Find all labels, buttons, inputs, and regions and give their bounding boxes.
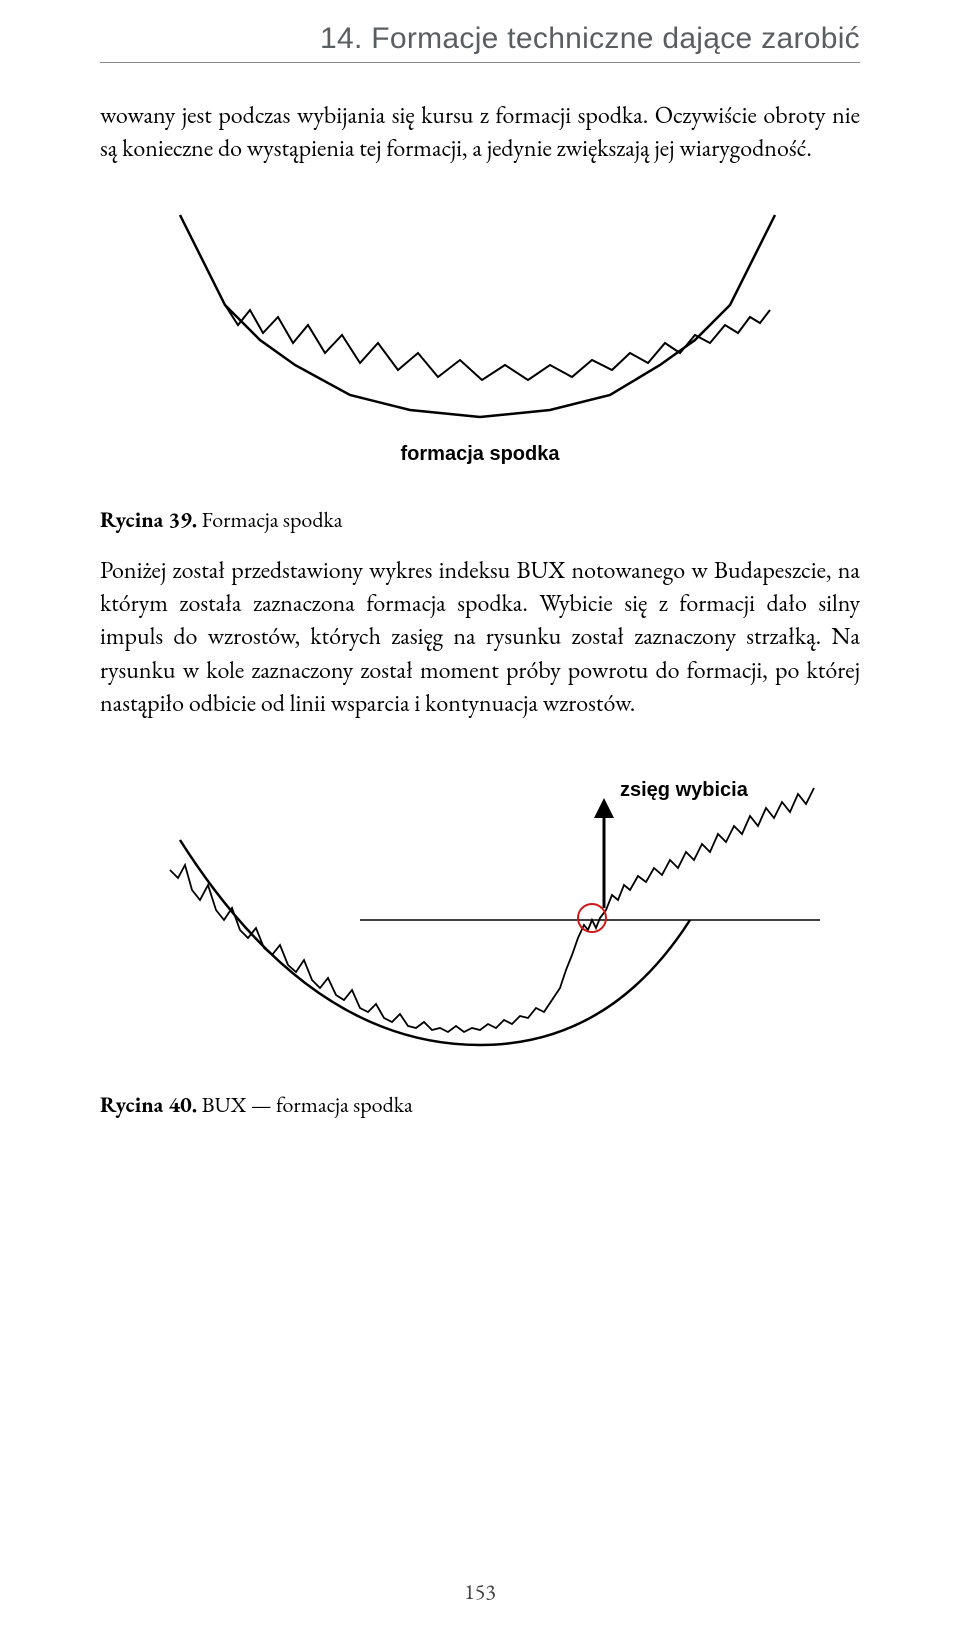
figure-39-caption-text: Formacja spodka [197, 505, 342, 534]
figure-40-breakout-label: zsięg wybicia [620, 779, 749, 801]
header-rule [100, 62, 860, 63]
page-number: 153 [0, 1577, 960, 1606]
paragraph-2: Poniżej został przedstawiony wykres inde… [100, 554, 860, 720]
figure-40-price-path [170, 788, 814, 1032]
figure-40-saucer-arc [180, 840, 690, 1045]
figure-39-label: formacja spodka [401, 443, 561, 465]
chapter-header: 14. Formacje techniczne dające zarobić [100, 0, 860, 56]
figure-39: formacja spodka [100, 205, 860, 485]
figure-39-caption-bold: Rycina 39. [100, 505, 197, 534]
saucer-curve [180, 215, 775, 417]
figure-40-svg: zsięg wybicia [130, 760, 830, 1070]
figure-40-caption-bold: Rycina 40. [100, 1090, 197, 1119]
figure-40-arrow-head [594, 798, 614, 818]
paragraph-1: wowany jest podczas wybijania się kursu … [100, 99, 860, 165]
figure-39-caption: Rycina 39. Formacja spodka [100, 505, 860, 534]
figure-40-caption: Rycina 40. BUX — formacja spodka [100, 1090, 860, 1119]
figure-40-caption-text: BUX — formacja spodka [197, 1090, 413, 1119]
figure-39-svg: formacja spodka [130, 205, 830, 485]
saucer-zigzag [225, 305, 770, 380]
chapter-header-text: 14. Formacje techniczne dające zarobić [320, 22, 860, 55]
figure-40: zsięg wybicia [100, 760, 860, 1070]
